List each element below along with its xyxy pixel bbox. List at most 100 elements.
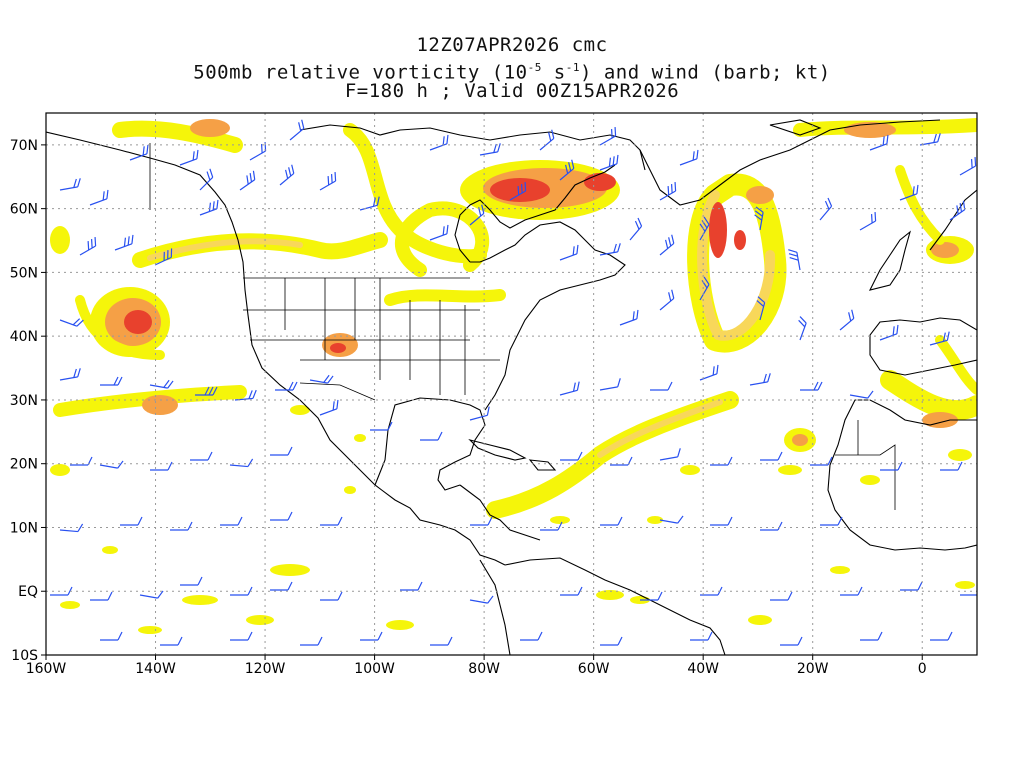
vorticity-blob [50,226,70,254]
wind-barb [754,206,764,231]
wind-barb [279,164,295,186]
wind-barb [929,331,950,346]
wind-barb [319,172,337,191]
wind-barb [120,516,143,526]
political-boundaries [149,143,896,510]
wind-barb [309,374,334,384]
coastlines [46,119,977,655]
wind-barb [820,516,843,526]
axis-ticks [41,144,923,660]
wind-barb [59,523,84,533]
wind-barb [319,399,339,416]
wind-barb [540,521,563,531]
vorticity-band [394,201,490,277]
lon-label: 160W [26,661,67,677]
wind-barb [559,244,579,261]
title-exponent-2: -1 [565,61,580,74]
vorticity-blob [584,173,616,191]
wind-barb [770,591,793,601]
scandinavia [929,189,977,251]
vorticity-blob [709,202,727,258]
lat-label: 20N [10,457,38,473]
wind-barb [640,591,663,601]
wind-barb [429,224,449,241]
wind-barb [756,296,766,321]
wind-barb [370,421,393,431]
vorticity-blob [102,546,118,554]
vorticity-band [384,289,506,306]
vorticity-blob [354,434,366,442]
wind-barb [710,516,733,526]
wind-barb [270,581,293,591]
lon-label: 0 [918,661,927,677]
vorticity-blob [182,595,218,605]
wind-barb [300,636,323,646]
lat-label: 10S [11,648,38,664]
africa-coast [827,399,977,551]
wind-barb [619,309,639,326]
vorticity-blob [344,486,356,494]
iceland [769,119,822,136]
lon-label: 120W [245,661,286,677]
wind-barb [860,631,883,641]
vorticity-blob [490,178,550,202]
wind-barb [710,456,733,466]
wind-barb [129,144,149,161]
map-title-field: 500mb relative vorticity (10-5 s-1) and … [0,57,1024,83]
wind-barb [839,309,855,331]
wind-barb [679,149,699,166]
vorticity-blob [270,564,310,576]
wind-barb [90,591,113,601]
wind-barb [190,451,213,461]
wind-barb [840,586,863,596]
lat-label: 10N [10,520,38,536]
latitude-labels: 70N 60N 50N 40N 30N 20N 10N EQ 10S [10,138,38,664]
wind-barb [940,461,963,471]
cuba [468,438,527,461]
wind-barb [880,461,903,471]
wind-barb [470,516,493,526]
wind-barb [100,631,123,641]
wind-barb [270,446,293,456]
wind-barb [600,636,623,646]
vorticity-blob [142,395,178,415]
lon-label: 140W [135,661,176,677]
wind-barb [320,516,343,526]
wind-barb [199,199,219,216]
wind-barb [150,461,173,471]
vorticity-blob [550,516,570,524]
vorticity-blob [830,566,850,574]
wind-barb [559,381,580,396]
hispaniola [528,459,557,471]
wind-barb [690,631,713,641]
wind-barb [179,149,199,166]
wind-barb [810,456,833,466]
wind-barb [320,591,343,601]
wind-barb [59,318,84,327]
wind-barb [659,448,681,461]
vorticity-blob [290,405,310,415]
wind-barb [599,378,621,391]
wind-barb [960,594,977,596]
wind-barb [180,576,203,586]
wind-barb [359,196,380,211]
vorticity-band [343,123,487,264]
gulf-coast [374,397,486,491]
wind-barb [659,515,684,524]
wind-barb [749,373,771,386]
wind-barb [270,511,293,521]
vorticity-band [112,120,243,153]
wind-barb [289,119,305,141]
vorticity-blob [778,465,802,475]
vorticity-blob [330,343,346,353]
wind-barb [800,381,823,391]
wind-barb [780,636,803,646]
vorticity-blob [734,230,746,250]
map-frame [45,112,978,656]
map-title-valid: F=180 h ; Valid 00Z15APR2026 [344,80,680,102]
wind-barb [99,460,124,469]
vorticity-band [147,238,303,261]
vorticity-blob [60,601,80,609]
wind-barb [539,129,555,151]
